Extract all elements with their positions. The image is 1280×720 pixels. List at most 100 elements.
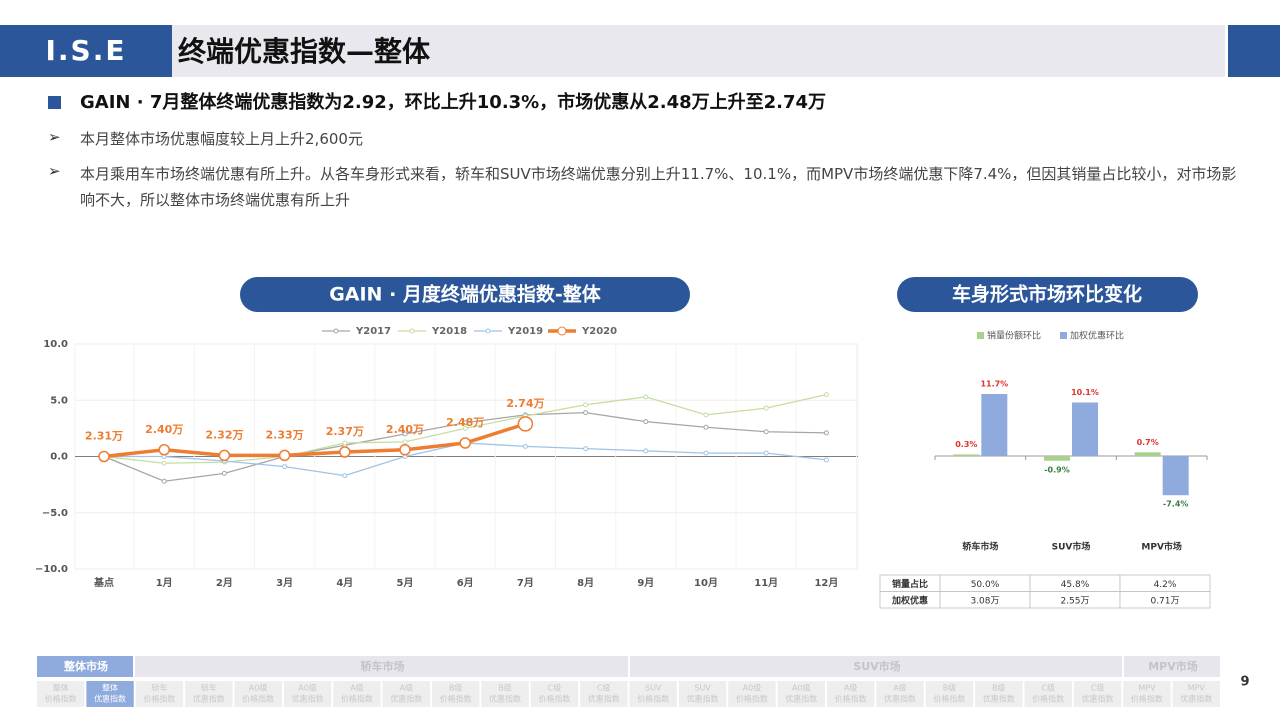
value-label: 10.1% [1071, 388, 1099, 397]
x-tick-label: SUV市场 [1052, 541, 1091, 553]
nav-tab [925, 681, 974, 707]
x-tick-label: 8月 [577, 577, 594, 589]
point-marker [402, 431, 408, 437]
x-tick-label: 7月 [517, 577, 534, 589]
y-tick-label: 5.0 [50, 395, 68, 406]
nav-tab-label: A0级 [743, 683, 762, 693]
nav-tab-label: MPV [1138, 684, 1156, 693]
x-tick-label: 12月 [814, 577, 838, 589]
nav-group-label: 整体市场 [63, 659, 108, 673]
x-tick-label: 5月 [397, 577, 414, 589]
nav-tab-label: 优惠指数 [687, 694, 719, 704]
nav-tab [629, 681, 677, 707]
nav-tab-label: 优惠指数 [94, 694, 126, 704]
nav-tab [333, 681, 381, 707]
y-tick-label: −5.0 [42, 508, 68, 519]
nav-tab-label: 价格指数 [1032, 694, 1064, 704]
nav-tab-label: 优惠指数 [884, 694, 916, 704]
table-text: 销量占比 [892, 578, 928, 590]
nav-tab [1024, 681, 1072, 707]
x-tick-label: 1月 [156, 577, 173, 589]
x-tick-label: 3月 [276, 577, 293, 589]
nav-tab-label: 优惠指数 [785, 694, 817, 704]
point-marker [221, 470, 227, 476]
x-tick-label: 10月 [694, 577, 718, 589]
nav-tab-label: 价格指数 [242, 694, 274, 704]
point-marker [583, 446, 589, 452]
point-marker [703, 424, 709, 430]
nav-tab [728, 681, 776, 707]
nav-tab-label: 整体 [53, 683, 69, 693]
nav-tab-label: 优惠指数 [983, 694, 1015, 704]
page-number: 9 [1240, 675, 1249, 690]
main-bullet: GAIN · 7月整体终端优惠指数为2.92，环比上升10.3%，市场优惠从2.… [80, 92, 827, 113]
nav-tab-label: 优惠指数 [489, 694, 521, 704]
point-marker [218, 449, 231, 462]
legend-label: Y2018 [431, 326, 467, 337]
bar [1072, 402, 1098, 456]
table-text: 2.55万 [1060, 596, 1089, 606]
series-line [103, 422, 526, 459]
nav-group-label: MPV市场 [1148, 659, 1198, 673]
point-marker [823, 430, 829, 436]
legend-swatch [977, 332, 984, 339]
table-text: 4.2% [1154, 580, 1177, 590]
nav-tab-label: C级 [548, 683, 562, 693]
x-tick-label: 4月 [336, 577, 353, 589]
point-marker [763, 450, 769, 456]
annotation: 2.33万 [266, 428, 304, 441]
nav-group [135, 656, 628, 677]
sub-bullet: 本月整体市场优惠幅度较上月上升2,600元 [80, 130, 363, 148]
nav-tab-label: A级 [350, 683, 363, 693]
nav-tab-label: B级 [943, 683, 957, 693]
nav-group [37, 656, 133, 677]
point-marker [161, 460, 167, 466]
nav-tab-label: 优惠指数 [588, 694, 620, 704]
point-marker [823, 457, 829, 463]
bar [953, 454, 980, 456]
point-marker [583, 402, 589, 408]
arrow: ➢ [48, 162, 61, 180]
nav-tab [481, 681, 529, 707]
title-pill [897, 277, 1198, 312]
nav-tab-label: 价格指数 [933, 694, 965, 704]
table-text: 3.08万 [970, 596, 999, 606]
point-marker [703, 412, 709, 418]
page-title: 终端优惠指数—整体 [178, 35, 431, 68]
y-tick-label: −10.0 [35, 564, 68, 575]
bar [1044, 456, 1070, 461]
nav-tab [135, 681, 184, 707]
point-marker [763, 429, 769, 435]
nav-tab-label: 价格指数 [538, 694, 570, 704]
legend-label: Y2019 [507, 326, 543, 337]
legend-label: Y2017 [355, 326, 391, 337]
nav-group-label: SUV市场 [853, 659, 900, 673]
table-text: 50.0% [971, 580, 1000, 590]
annotation: 2.32万 [205, 428, 243, 441]
x-tick-label: 9月 [637, 577, 654, 589]
table-cell [1119, 591, 1211, 609]
chart-title: GAIN · 月度终端优惠指数-整体 [329, 283, 602, 306]
x-tick-label: 2月 [216, 577, 233, 589]
nav-tab-label: A0级 [792, 683, 811, 693]
nav-tab [827, 681, 875, 707]
point-marker [342, 473, 348, 479]
point-marker [98, 450, 110, 463]
header-band [0, 25, 1225, 77]
point-marker [763, 405, 769, 411]
nav-tab [580, 681, 628, 707]
bullet-square [48, 96, 61, 109]
nav-tab-label: B级 [498, 683, 512, 693]
x-tick-label: 基点 [93, 576, 114, 589]
y-tick-label: 10.0 [43, 339, 68, 350]
nav-tab-label: 轿车 [201, 683, 217, 693]
value-label: -0.9% [1044, 465, 1070, 474]
nav-tab-label: MPV [1188, 684, 1206, 693]
point-marker [462, 425, 468, 431]
point-marker [643, 448, 649, 454]
nav-tab [1172, 681, 1220, 707]
nav-tab [382, 681, 430, 707]
nav-tab [777, 681, 825, 707]
